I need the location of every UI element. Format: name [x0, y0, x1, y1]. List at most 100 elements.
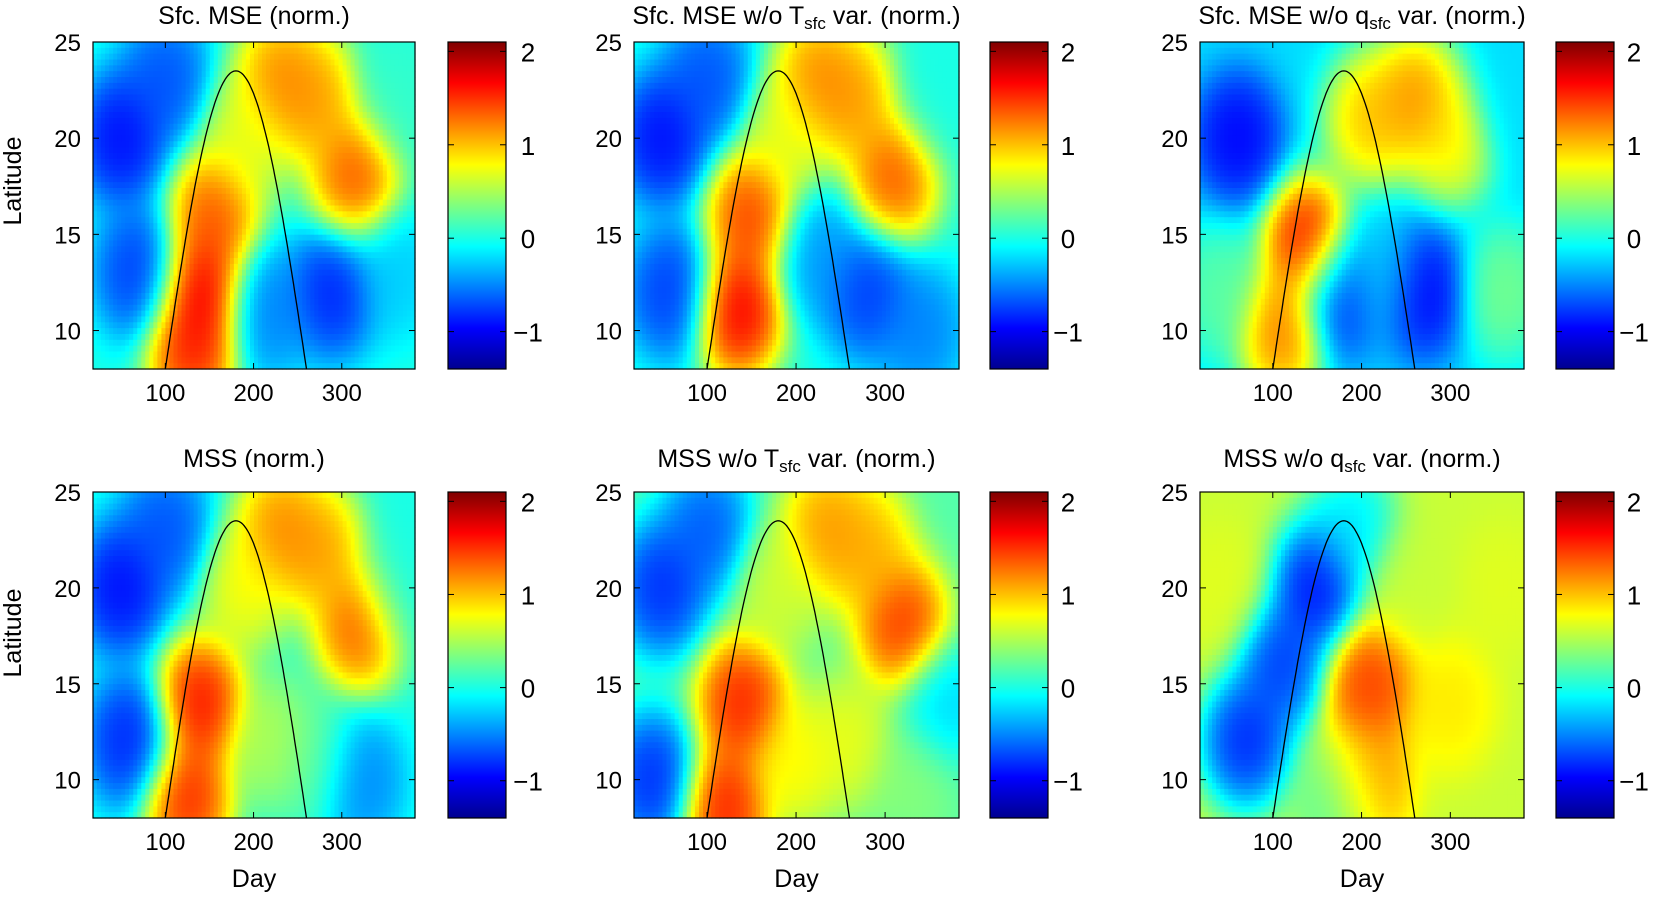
colorbar-tick-label: 2 [1627, 487, 1641, 517]
y-tick-label: 20 [54, 576, 81, 603]
y-tick-label: 20 [595, 576, 622, 603]
y-tick-label: 15 [595, 222, 622, 249]
y-tick-label: 10 [54, 319, 81, 346]
seasonal-curve [706, 520, 851, 819]
y-tick-label: 20 [1161, 576, 1188, 603]
colorbar-tick-label: 2 [1627, 37, 1641, 67]
colorbar-tick-label: 2 [1061, 487, 1075, 517]
x-tick-label: 100 [1253, 380, 1293, 407]
chart-panel-6: MSS w/o qsfc var. (norm.)100 200 300101520… [1161, 445, 1649, 893]
y-tick-label: 25 [595, 30, 622, 57]
heatmap-field [93, 492, 416, 819]
x-axis-label: Day [232, 865, 277, 893]
x-tick-label: 100 [687, 829, 727, 856]
x-tick-label: 200 [234, 380, 274, 407]
colorbar-tick-label: −1 [1053, 318, 1083, 348]
y-tick-label: 10 [54, 768, 81, 795]
x-tick-label: 100 [1253, 829, 1293, 856]
colorbar-tick-label: −1 [513, 318, 543, 348]
colorbar-tick-label: 0 [1627, 674, 1641, 704]
y-tick-label: 25 [595, 480, 622, 507]
seasonal-curve [1272, 70, 1416, 370]
panel-title: MSS w/o Tsfc var. (norm.) [657, 445, 935, 476]
y-tick-label: 25 [1161, 30, 1188, 57]
chart-panel-3: Sfc. MSE w/o qsfc var. (norm.)100 200 3001… [1161, 2, 1649, 407]
colorbar-tick-label: −1 [1053, 767, 1083, 797]
seasonal-curve [706, 70, 851, 370]
x-tick-label: 300 [865, 380, 905, 407]
colorbar-tick-label: −1 [1619, 318, 1649, 348]
x-tick-label: 300 [322, 829, 362, 856]
chart-panel-2: Sfc. MSE w/o Tsfc var. (norm.)100 200 3001… [595, 2, 1083, 407]
y-tick-label: 25 [54, 480, 81, 507]
x-tick-label: 100 [145, 380, 185, 407]
y-tick-label: 15 [54, 672, 81, 699]
x-tick-label: 200 [1342, 829, 1382, 856]
panel-title: Sfc. MSE w/o Tsfc var. (norm.) [632, 2, 960, 33]
x-tick-label: 200 [776, 380, 816, 407]
x-axis-label: Day [1340, 865, 1385, 893]
colorbar-tick-label: 0 [1061, 674, 1075, 704]
colorbar [989, 41, 1049, 370]
heatmap-field [634, 492, 960, 819]
y-axis-label-bottom: Latitude [0, 589, 27, 678]
heatmap-field [1200, 492, 1525, 819]
colorbar-tick-label: 0 [521, 674, 535, 704]
colorbar-tick-label: 2 [521, 37, 535, 67]
colorbar-tick-label: 0 [1627, 224, 1641, 254]
colorbar-tick-label: 1 [1627, 131, 1641, 161]
x-axis-label: Day [774, 865, 819, 893]
y-tick-label: 10 [1161, 768, 1188, 795]
colorbar-tick-label: −1 [1619, 767, 1649, 797]
x-tick-label: 300 [1430, 380, 1470, 407]
y-tick-label: 15 [1161, 672, 1188, 699]
colorbar [447, 41, 507, 370]
panel-title: MSS (norm.) [183, 445, 325, 473]
colorbar-tick-label: 0 [521, 224, 535, 254]
x-tick-label: 200 [776, 829, 816, 856]
heatmap-field [634, 42, 960, 370]
colorbar [989, 491, 1049, 819]
x-tick-label: 300 [865, 829, 905, 856]
x-tick-label: 200 [1342, 380, 1382, 407]
seasonal-curve [164, 520, 308, 819]
seasonal-curve [1272, 520, 1416, 819]
x-tick-label: 100 [687, 380, 727, 407]
colorbar-tick-label: 1 [1627, 580, 1641, 610]
y-tick-label: 25 [1161, 480, 1188, 507]
colorbar-tick-label: 1 [1061, 131, 1075, 161]
seasonal-curve [164, 70, 308, 370]
colorbar-tick-label: −1 [513, 767, 543, 797]
y-tick-label: 20 [595, 126, 622, 153]
panel-title: Sfc. MSE (norm.) [158, 2, 350, 30]
colorbar-tick-label: 0 [1061, 224, 1075, 254]
panel-title: MSS w/o qsfc var. (norm.) [1223, 445, 1500, 476]
y-axis-label-top: Latitude [0, 137, 27, 226]
y-tick-label: 15 [595, 672, 622, 699]
colorbar [1555, 491, 1615, 819]
heatmap-field [93, 42, 416, 370]
colorbar-tick-label: 2 [1061, 37, 1075, 67]
panel-title: Sfc. MSE w/o qsfc var. (norm.) [1198, 2, 1525, 33]
x-tick-label: 300 [322, 380, 362, 407]
colorbar [447, 491, 507, 819]
y-tick-label: 15 [1161, 222, 1188, 249]
x-tick-label: 300 [1430, 829, 1470, 856]
colorbar-tick-label: 1 [521, 580, 535, 610]
colorbar-tick-label: 1 [521, 131, 535, 161]
y-tick-label: 20 [1161, 126, 1188, 153]
heatmap-field [1200, 42, 1525, 370]
chart-panel-5: MSS w/o Tsfc var. (norm.)100 200 300101520… [595, 445, 1083, 893]
colorbar-tick-label: 1 [1061, 580, 1075, 610]
x-tick-label: 100 [145, 829, 185, 856]
y-tick-label: 20 [54, 126, 81, 153]
y-tick-label: 15 [54, 222, 81, 249]
y-tick-label: 10 [595, 768, 622, 795]
y-tick-label: 10 [1161, 319, 1188, 346]
colorbar [1555, 41, 1615, 370]
colorbar-tick-label: 2 [521, 487, 535, 517]
y-tick-label: 25 [54, 30, 81, 57]
